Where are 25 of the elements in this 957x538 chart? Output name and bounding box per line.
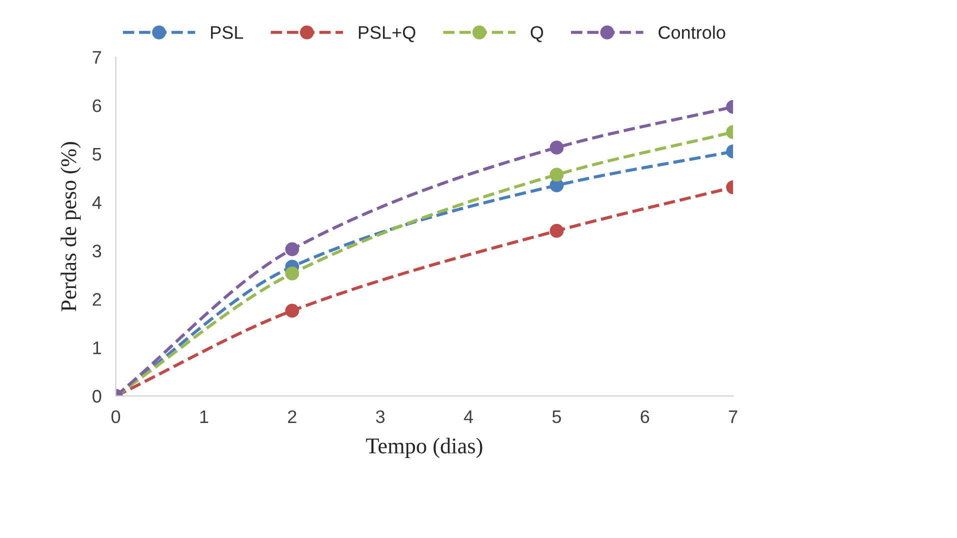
legend-label: Controlo [658, 26, 726, 39]
legend-label: Q [530, 26, 544, 42]
point [285, 266, 300, 280]
x-tick-label: 7 [728, 410, 738, 423]
y-tick-label: 0 [92, 390, 102, 403]
y-tick-label: 6 [92, 99, 102, 112]
y-tick-label: 1 [93, 342, 102, 354]
legend-label: PSL+Q [358, 26, 416, 42]
x-tick-label: 1 [200, 410, 208, 423]
x-tick-label: 2 [288, 410, 296, 423]
y-tick-label: 3 [92, 244, 102, 258]
x-tick-label: 6 [640, 410, 650, 424]
legend-label: PSL [211, 26, 244, 39]
point [285, 242, 300, 256]
y-tick-label: 2 [92, 293, 102, 306]
y-axis-title: Perdas de peso (%) [60, 142, 81, 312]
x-tick-label: 0 [111, 410, 120, 424]
x-axis-title: Tempo (dias) [366, 438, 482, 458]
point [285, 304, 300, 318]
y-tick-label: 7 [92, 51, 102, 64]
y-tick-label: 4 [92, 196, 102, 209]
x-tick-label: 4 [464, 410, 474, 423]
x-tick-label: 5 [552, 410, 561, 424]
y-tick-label: 5 [92, 148, 102, 161]
x-tick-label: 3 [376, 410, 385, 424]
